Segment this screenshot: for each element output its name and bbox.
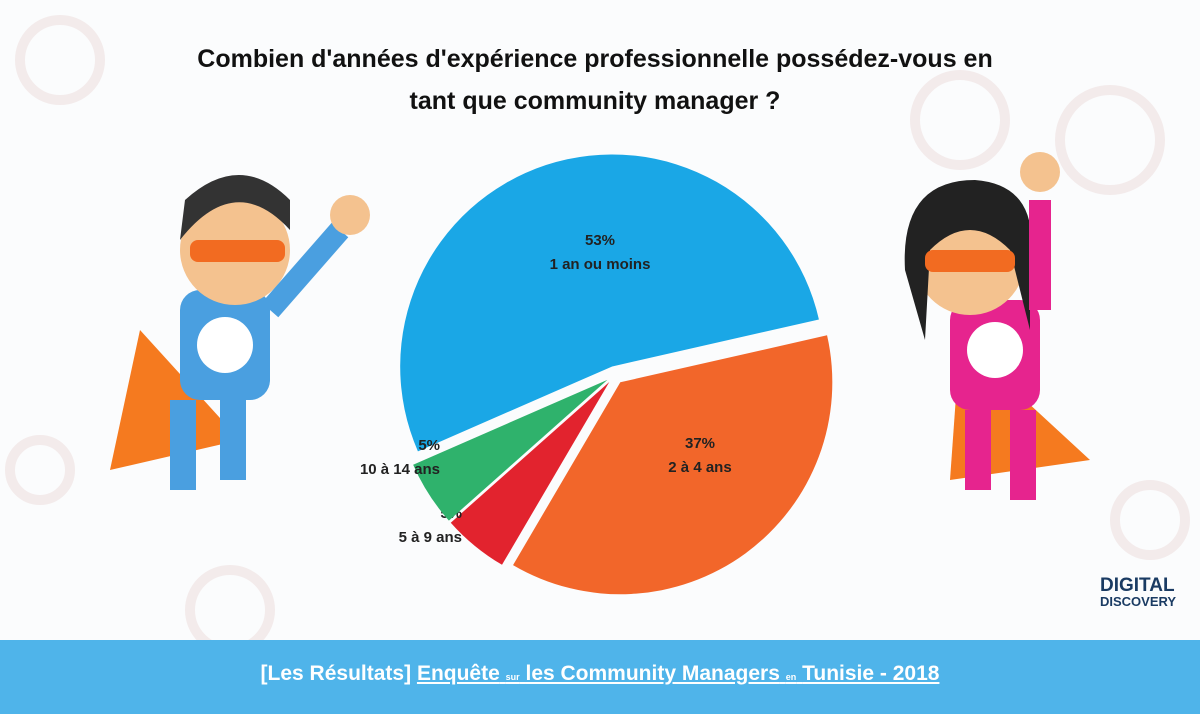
hero-left [110, 175, 370, 490]
value-label: 5% [418, 437, 440, 454]
logo: DIGITAL DISCOVERY [1100, 575, 1177, 610]
footer-part: en [785, 672, 797, 682]
value-label: 37% [685, 435, 715, 452]
footer-part: Enquête sur les Community Managers en Tu… [417, 662, 940, 685]
category-label: 1 an ou moins [550, 256, 651, 273]
footer-part: [Les Résultats] [260, 662, 412, 685]
logo-line: DISCOVERY [1100, 594, 1177, 609]
footer-part: les Community Managers [525, 662, 780, 685]
hero-right [904, 152, 1090, 500]
chart-title: Combien d'années d'expérience profession… [197, 45, 993, 115]
logo-line: DIGITAL [1100, 575, 1175, 596]
footer-part: sur [505, 672, 520, 682]
pie-slice [513, 335, 833, 595]
footer-text: [Les Résultats] Enquête sur les Communit… [0, 662, 1200, 686]
category-label: 5 à 9 ans [399, 529, 462, 546]
category-label: 10 à 14 ans [360, 461, 440, 478]
pie-slice [400, 154, 819, 452]
footer-part: Enquête [416, 662, 500, 685]
footer: [Les Résultats] Enquête sur les Communit… [0, 640, 1200, 714]
pie-slice [413, 379, 608, 521]
value-label: 53% [585, 232, 615, 249]
pie-slice [450, 381, 610, 565]
category-label: 2 à 4 ans [668, 459, 731, 476]
footer-part: Tunisie - 2018 [802, 662, 940, 685]
